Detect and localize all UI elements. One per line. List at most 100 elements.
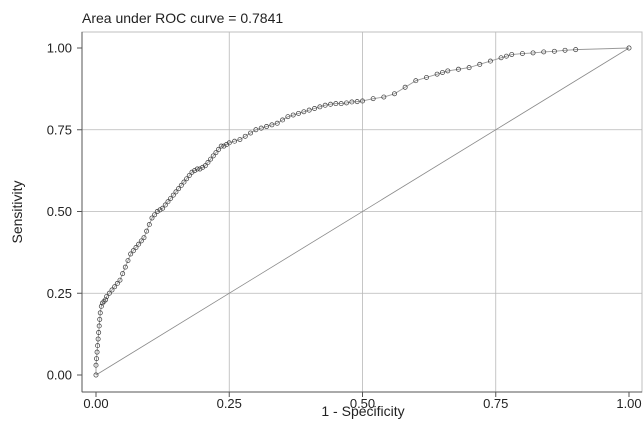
roc-point — [95, 343, 101, 349]
roc-point — [112, 284, 118, 290]
roc-point — [144, 228, 150, 234]
roc-point — [381, 94, 387, 100]
roc-point — [280, 117, 285, 123]
roc-point — [152, 212, 158, 218]
roc-point — [125, 258, 131, 263]
roc-point — [114, 280, 120, 286]
roc-point — [498, 55, 504, 61]
roc-point — [274, 120, 280, 126]
roc-point — [213, 150, 219, 156]
roc-point — [626, 45, 632, 51]
roc-point — [248, 130, 254, 136]
x-tick-label: 1.00 — [616, 396, 641, 411]
roc-point — [160, 205, 166, 211]
y-tick-label: 0.00 — [47, 368, 72, 383]
roc-point — [122, 264, 128, 270]
roc-point — [96, 330, 102, 335]
roc-point — [258, 125, 264, 131]
y-axis-title: Sensitivity — [9, 180, 25, 243]
roc-point — [162, 202, 168, 208]
roc-point — [306, 107, 312, 113]
roc-point — [344, 100, 349, 106]
roc-point — [176, 186, 182, 192]
roc-point — [503, 53, 509, 59]
roc-point — [354, 99, 360, 105]
roc-point — [210, 153, 216, 159]
roc-point — [205, 159, 211, 165]
roc-point — [141, 235, 147, 241]
roc-point — [128, 251, 134, 257]
roc-point — [413, 78, 419, 84]
roc-point — [360, 98, 365, 104]
roc-point — [154, 209, 160, 214]
roc-points — [93, 45, 632, 378]
roc-point — [519, 51, 525, 57]
roc-point — [445, 68, 451, 74]
roc-point — [194, 166, 200, 172]
roc-point — [264, 124, 270, 129]
roc-point — [138, 238, 144, 244]
roc-point — [301, 109, 307, 115]
x-tick-label: 0.25 — [217, 396, 242, 411]
roc-point — [202, 163, 208, 169]
roc-point — [349, 99, 355, 105]
y-axis-ticks: 0.00 0.25 0.50 0.75 1.00 — [47, 41, 82, 383]
roc-point — [96, 323, 102, 329]
x-tick-label: 0.00 — [83, 396, 108, 411]
roc-point — [290, 112, 296, 118]
roc-point — [93, 372, 99, 378]
roc-point — [97, 310, 103, 316]
roc-point — [109, 287, 115, 293]
roc-point — [455, 66, 461, 72]
roc-point — [104, 294, 110, 299]
roc-point — [541, 49, 547, 55]
roc-point — [168, 195, 174, 201]
roc-point — [136, 241, 142, 247]
roc-point — [95, 336, 101, 342]
grid-vertical-lines — [228, 32, 497, 392]
roc-point — [120, 271, 126, 277]
roc-point — [509, 52, 515, 57]
roc-point — [402, 84, 408, 90]
roc-curve-line — [95, 47, 630, 375]
roc-point — [99, 300, 105, 306]
roc-point — [93, 362, 99, 368]
roc-point — [477, 61, 483, 67]
roc-point — [218, 143, 224, 149]
roc-point — [434, 71, 440, 77]
roc-point — [146, 222, 152, 228]
roc-point — [285, 114, 291, 120]
roc-point — [312, 106, 317, 111]
roc-point — [94, 349, 100, 355]
y-tick-label: 0.50 — [47, 204, 72, 219]
roc-point — [440, 70, 445, 75]
roc-point — [221, 143, 227, 149]
roc-point — [117, 277, 123, 283]
roc-point — [97, 316, 103, 322]
y-tick-label: 0.75 — [47, 122, 72, 137]
chart-title: Area under ROC curve = 0.7841 — [82, 10, 283, 26]
roc-point — [130, 248, 136, 254]
x-axis-title: 1 - Specificity — [321, 403, 404, 419]
roc-point — [106, 290, 112, 296]
roc-point — [103, 297, 109, 303]
roc-point — [424, 74, 429, 80]
roc-point — [157, 207, 163, 213]
x-axis-ticks: 0.00 0.25 0.50 0.75 1.00 — [83, 392, 642, 411]
roc-point — [200, 164, 206, 170]
roc-point — [224, 142, 230, 147]
roc-point — [178, 182, 184, 188]
roc-point — [186, 173, 192, 178]
x-tick-label: 0.50 — [350, 396, 375, 411]
roc-point — [170, 192, 176, 198]
roc-point — [181, 179, 187, 185]
roc-point — [269, 122, 275, 128]
roc-point — [232, 138, 238, 144]
roc-point — [562, 47, 568, 53]
roc-point — [487, 58, 493, 64]
roc-point — [184, 176, 190, 182]
roc-point — [192, 168, 198, 174]
roc-point — [328, 101, 333, 107]
roc-point — [466, 65, 472, 71]
